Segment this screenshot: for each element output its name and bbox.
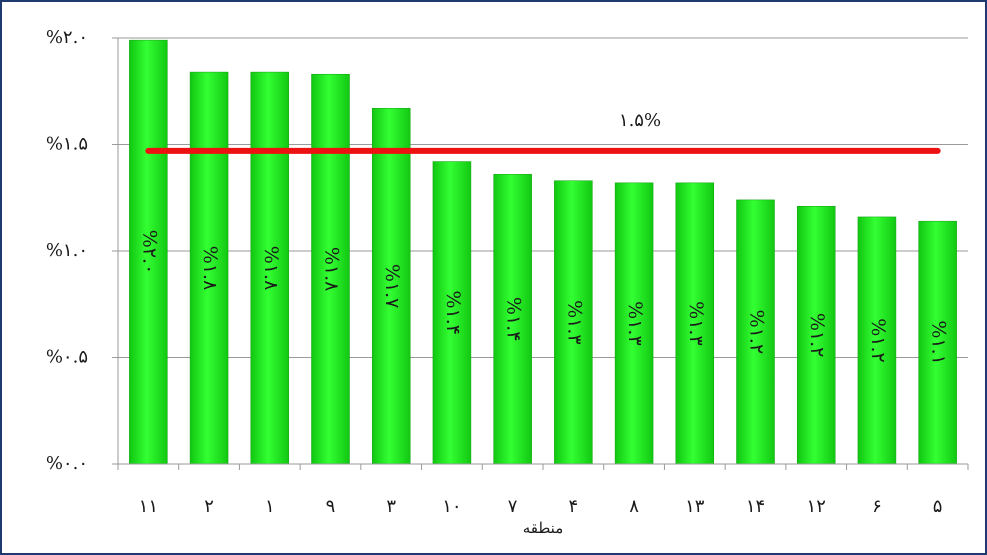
value-label: %۱.۸ xyxy=(199,246,221,291)
x-tick-label: ۹ xyxy=(326,496,336,517)
x-tick-label: ۱۳ xyxy=(685,496,705,517)
y-tick-label: %۱.۰ xyxy=(46,240,88,261)
value-label: %۱.۱ xyxy=(928,320,950,365)
bar xyxy=(796,206,836,465)
x-tick-label: ۷ xyxy=(508,496,518,517)
value-label: %۱.۴ xyxy=(442,291,464,336)
x-tick-label: ۱ xyxy=(265,496,275,517)
value-label: %۱.۸ xyxy=(260,246,282,291)
reference-label: ۱.۵% xyxy=(619,110,661,131)
value-label: %۱.۷ xyxy=(381,264,403,309)
value-label: %۱.۴ xyxy=(503,297,525,342)
value-label: %۱.۳ xyxy=(624,301,646,346)
x-tick-label: ۱۴ xyxy=(746,496,765,517)
x-tick-label: ۱۲ xyxy=(807,496,826,517)
bar xyxy=(675,182,715,465)
x-tick-label: ۴ xyxy=(569,496,579,517)
bar xyxy=(554,180,593,465)
y-tick-label: %۰.۵ xyxy=(46,347,88,368)
value-label: %۱.۳ xyxy=(685,301,707,346)
value-label: %۱.۲ xyxy=(867,318,889,363)
x-tick-label: ۲ xyxy=(204,496,214,517)
bar xyxy=(250,71,290,465)
y-tick-label: %۰.۰ xyxy=(46,453,88,474)
value-label: %۱.۲ xyxy=(746,310,768,355)
x-axis-title: منطقه xyxy=(523,519,564,537)
y-tick-label: %۲.۰ xyxy=(46,27,88,48)
x-tick-label: ۵ xyxy=(933,496,943,517)
x-tick-label: ۱۰ xyxy=(442,496,461,517)
x-tick-label: ۳ xyxy=(386,496,396,517)
value-label: %۱.۳ xyxy=(563,300,585,345)
x-tick-label: ۶ xyxy=(872,496,882,517)
bar xyxy=(311,73,350,465)
bar xyxy=(432,161,472,465)
value-label: %۱.۲ xyxy=(806,313,828,358)
value-label: %۲.۰ xyxy=(138,230,160,275)
x-tick-label: ۸ xyxy=(629,496,639,517)
bar xyxy=(736,199,775,465)
value-label: %۱.۸ xyxy=(321,247,343,292)
x-tick-label: ۱۱ xyxy=(139,496,158,517)
bar xyxy=(493,174,532,465)
y-tick-label: %۱.۵ xyxy=(46,134,88,155)
bar xyxy=(918,220,957,465)
bar xyxy=(857,216,897,465)
